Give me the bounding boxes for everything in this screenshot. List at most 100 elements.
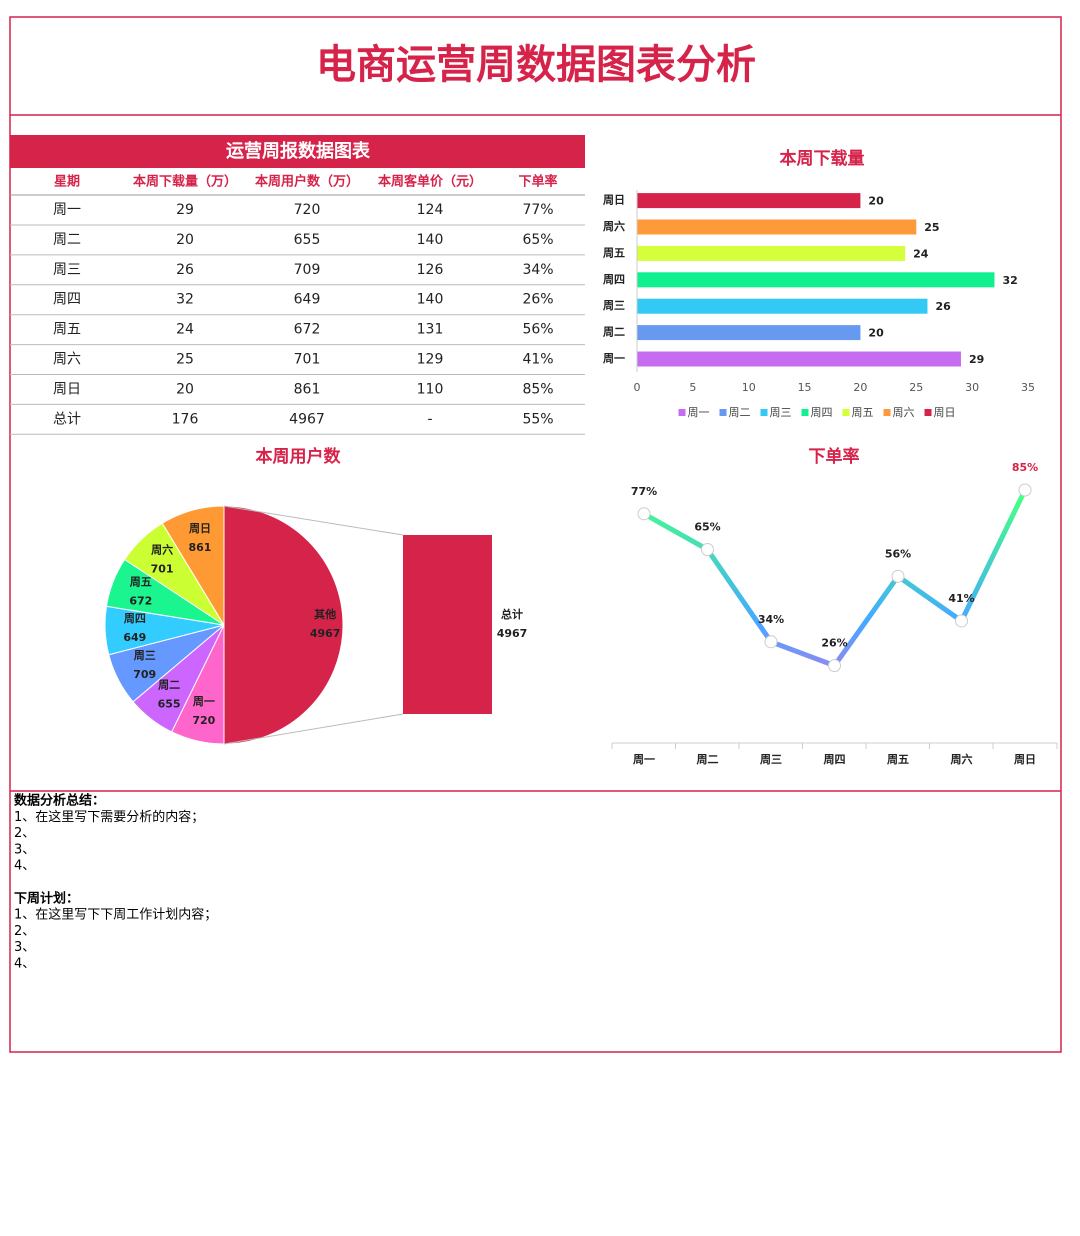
table-cell: 周六: [53, 352, 81, 368]
note-line: 4、: [14, 957, 35, 972]
bar: [637, 272, 995, 288]
note-line: 1、在这里写下需要分析的内容；: [14, 809, 204, 825]
y-tick-label: 周一: [603, 352, 625, 365]
x-tick-label: 30: [965, 381, 979, 394]
table-cell: 129: [417, 352, 444, 368]
table-cell: 65%: [522, 232, 553, 248]
legend-label: 周三: [770, 406, 792, 419]
slice-value: 655: [158, 697, 181, 710]
x-tick-label: 0: [634, 381, 641, 394]
secondary-bar: [403, 535, 492, 714]
column-header: 星期: [54, 175, 80, 190]
data-label: 77%: [631, 485, 657, 498]
table-cell: 34%: [522, 262, 553, 278]
table-cell: 总计: [53, 411, 81, 427]
data-label: 24: [913, 247, 929, 260]
data-label: 25: [924, 221, 939, 234]
bar: [637, 351, 961, 367]
point: [828, 659, 841, 673]
chart-title: 本周用户数: [256, 446, 342, 467]
table-cell: 709: [294, 262, 321, 278]
legend-label: 周五: [852, 406, 874, 419]
note-line: 4、: [14, 859, 35, 874]
table-cell: 176: [172, 411, 199, 427]
table-cell: 140: [417, 292, 444, 308]
point: [891, 569, 905, 583]
bar: [637, 219, 917, 235]
slice-value: 672: [129, 595, 152, 608]
point: [701, 543, 714, 557]
note-line: 数据分析总结：: [14, 793, 105, 809]
slice-value: 861: [189, 541, 212, 554]
legend-label: 周六: [893, 406, 915, 419]
legend-swatch: [678, 409, 686, 416]
table-cell: 701: [294, 352, 321, 368]
y-tick-label: 周六: [603, 219, 625, 233]
column-header: 下单率: [518, 174, 557, 190]
legend-label: 周四: [811, 406, 833, 419]
secondary-label: 总计: [501, 607, 523, 621]
table-cell: 140: [417, 232, 444, 248]
x-tick-label: 35: [1021, 381, 1035, 394]
secondary-value: 4967: [497, 627, 528, 640]
slice-value: 720: [192, 714, 215, 727]
point: [637, 507, 651, 521]
x-tick-label: 周三: [760, 753, 782, 766]
data-label: 34%: [758, 613, 784, 626]
table-cell: 124: [417, 202, 444, 218]
pie-slice: [161, 505, 225, 627]
note-line: 2、: [14, 826, 35, 841]
table-cell: 25: [176, 352, 194, 368]
table-cell: 85%: [522, 381, 553, 397]
bar: [637, 298, 928, 314]
y-tick-label: 周日: [603, 194, 625, 207]
x-tick-label: 周二: [697, 753, 719, 766]
table-cell: 720: [294, 202, 321, 218]
slice-label: 周六: [151, 543, 173, 557]
x-tick-label: 10: [742, 381, 756, 394]
table-cell: 29: [176, 202, 194, 218]
legend-label: 周日: [934, 406, 956, 419]
table-cell: 655: [294, 232, 321, 248]
x-tick-label: 周一: [633, 753, 655, 766]
slice-label: 周四: [124, 612, 146, 625]
y-tick-label: 周三: [603, 299, 625, 312]
connector: [223, 713, 404, 745]
table-cell: -: [427, 411, 432, 427]
bar: [637, 193, 861, 209]
x-tick-label: 周六: [951, 752, 973, 766]
table-cell: 4967: [289, 411, 325, 427]
pie-slice: [223, 505, 344, 745]
legend-swatch: [760, 409, 768, 416]
column-header: 本周下载量（万）: [133, 174, 237, 190]
table-header-band: [10, 135, 585, 168]
data-label: 26: [935, 300, 951, 313]
x-tick-label: 25: [909, 381, 923, 394]
bar: [637, 325, 861, 341]
slice-label: 周二: [158, 678, 180, 691]
slice-value: 701: [151, 563, 174, 576]
slice-value: 709: [133, 668, 156, 681]
slice-label: 周三: [134, 649, 156, 662]
table-title: 运营周报数据图表: [226, 140, 371, 162]
frame: [9, 16, 1062, 1053]
table-cell: 26: [176, 262, 194, 278]
data-label: 65%: [694, 521, 720, 534]
table-cell: 126: [417, 262, 444, 278]
table-cell: 55%: [522, 411, 553, 427]
legend-swatch: [842, 409, 850, 416]
chart-title: 下单率: [809, 446, 860, 467]
note-line: 1、在这里写下下周工作计划内容；: [14, 907, 217, 923]
legend-swatch: [719, 409, 727, 416]
legend-swatch: [924, 409, 932, 416]
x-tick-label: 15: [798, 381, 812, 394]
table-cell: 周日: [53, 381, 81, 397]
x-tick-label: 20: [853, 381, 867, 394]
table-cell: 649: [294, 292, 321, 308]
column-header: 本周用户数（万）: [255, 174, 359, 190]
x-tick-label: 周日: [1014, 753, 1036, 766]
data-label: 20: [868, 327, 884, 340]
table-cell: 131: [417, 322, 444, 338]
